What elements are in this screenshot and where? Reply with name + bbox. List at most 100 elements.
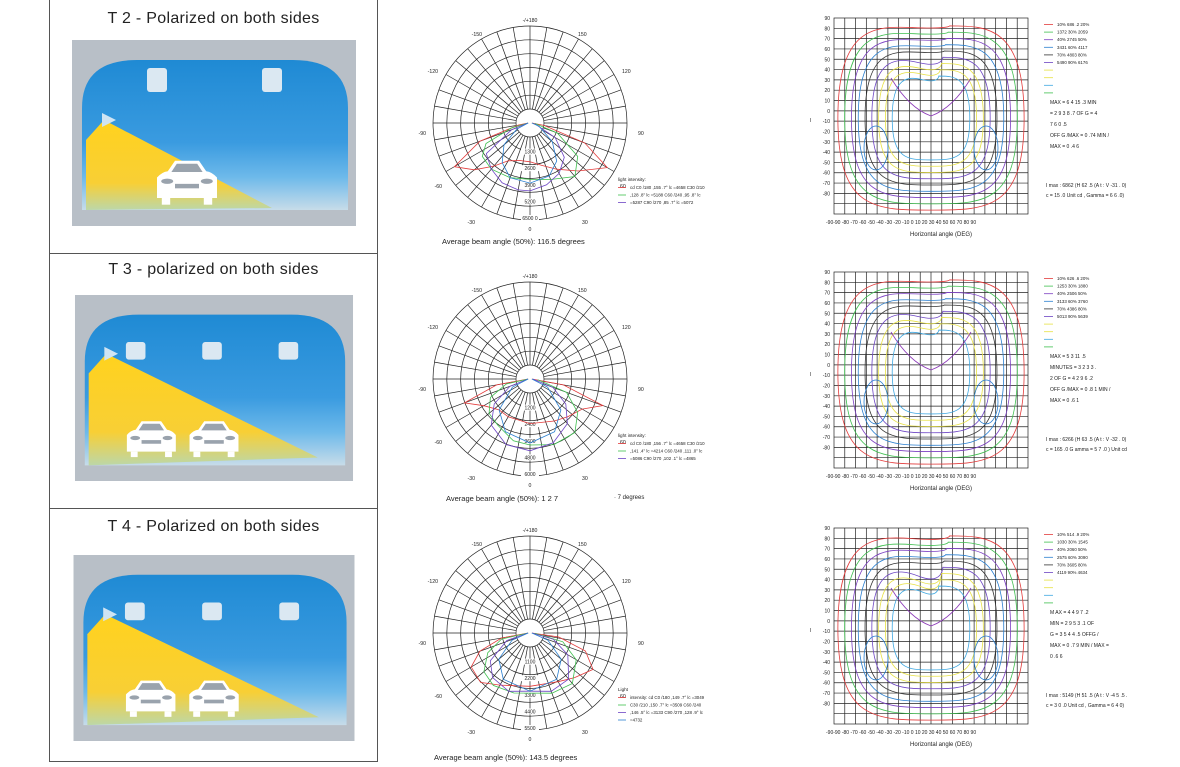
polar-ring-label: 1200 bbox=[524, 406, 535, 412]
polar-legend-entry: =4732 bbox=[630, 718, 643, 723]
polar-spoke bbox=[534, 31, 564, 110]
polar-series-curve bbox=[470, 632, 594, 687]
polar-angle-label: -90 bbox=[419, 641, 427, 647]
iso-imax-line: c = 15 .0 Unit cd , Gamma = 6 6 .0) bbox=[1046, 193, 1124, 199]
row-t2-illustration-cell: T 2 - Polarized on both sides bbox=[50, 0, 377, 254]
iso-stat-line: = 2 9 3 8 .7 OF G = 4 bbox=[1050, 111, 1097, 117]
car-wheel bbox=[193, 451, 201, 458]
car-headlight bbox=[192, 435, 203, 441]
polar-angle-label: -30 bbox=[468, 476, 476, 482]
polar-spoke bbox=[434, 125, 517, 141]
polar-spoke bbox=[543, 105, 626, 121]
car-wheel bbox=[129, 711, 137, 717]
polar-ring-label: 2200 bbox=[524, 676, 535, 682]
ring-label-bg bbox=[521, 725, 539, 731]
iso-ytick-label: 20 bbox=[824, 342, 830, 348]
iso-ytick-label: 70 bbox=[824, 291, 830, 297]
iso-contour-inner bbox=[890, 331, 972, 371]
iso-contour bbox=[844, 541, 1018, 715]
illustration-column: T 2 - Polarized on both sides T 3 - pola… bbox=[49, 0, 378, 762]
iso-contour bbox=[878, 63, 984, 173]
car-headlight bbox=[130, 435, 141, 441]
iso-contour-inner bbox=[890, 587, 972, 627]
iso-legend-entry: 10% 514 .9 20% bbox=[1057, 532, 1089, 537]
polar-series-curve bbox=[485, 122, 565, 192]
polar-spoke bbox=[481, 390, 524, 464]
iso-ytick-label: -80 bbox=[823, 191, 830, 197]
iso-imax-line: I max : 5149 (H 51 .5 (A t : V -4 5 .5 . bbox=[1046, 693, 1127, 699]
polar-ring-label: 6500 0 bbox=[522, 216, 538, 222]
iso-legend-entry: 1372 30% 2059 bbox=[1057, 30, 1088, 35]
polar-spoke bbox=[543, 599, 622, 629]
car-windshield bbox=[201, 683, 227, 690]
polar-spoke bbox=[445, 129, 519, 172]
polar-spoke bbox=[512, 283, 528, 366]
polar-spoke bbox=[438, 637, 517, 667]
polar-legend-entry: ,141 .4° lc =4214 C60 /240 ,111 .0° lc bbox=[630, 449, 703, 454]
polar-legend-heading: light intensity: bbox=[618, 433, 646, 438]
car-headlight bbox=[162, 695, 172, 700]
iso-legend-entry: 40% 2506 50% bbox=[1057, 291, 1087, 296]
iso-stat-line: MIN = 2 9 5 3 .1 OF bbox=[1050, 621, 1094, 627]
polar-spoke bbox=[538, 133, 593, 198]
iso-xaxis-label: Horizontal angle (DEG) bbox=[910, 486, 972, 492]
iso-ytick-label: -20 bbox=[823, 639, 830, 645]
polar-legend-entry: cd C0 /180 ,156 .7° lc =4658 C30 /210 bbox=[630, 441, 705, 446]
polar-angle-label: -150 bbox=[472, 32, 482, 38]
car-body bbox=[157, 160, 217, 198]
iso-contour bbox=[891, 329, 971, 415]
polar-angle-label: 90 bbox=[638, 131, 644, 137]
polar-spoke bbox=[536, 548, 579, 622]
iso-contour bbox=[864, 560, 998, 696]
row-t3-illustration-cell: T 3 - polarized on both sides bbox=[50, 254, 377, 509]
iso-ytick-label: 80 bbox=[824, 536, 830, 542]
iso-ytick-label: 50 bbox=[824, 567, 830, 573]
polar-spoke bbox=[543, 89, 622, 119]
vehicles bbox=[157, 160, 217, 205]
polar-panel-t2: -/+180 150 120 90 60 30 0 -30 -60 -90 -120 -150 1300… bbox=[408, 8, 718, 248]
iso-legend-entry: 10% 686 .2 20% bbox=[1057, 22, 1089, 27]
iso-legend-entry: 2575 60% 3090 bbox=[1057, 555, 1088, 560]
iso-legend-entry: 1253 30% 1880 bbox=[1057, 284, 1088, 289]
car-grille bbox=[204, 440, 224, 444]
iso-ytick-label: -40 bbox=[823, 660, 830, 666]
polar-angle-label: 150 bbox=[578, 288, 587, 294]
polar-spoke bbox=[455, 131, 520, 186]
iso-hotspot bbox=[863, 379, 889, 425]
iso-ytick-label: 70 bbox=[824, 37, 830, 43]
iso-ytick-label: -50 bbox=[823, 414, 830, 420]
car-windshield bbox=[171, 163, 203, 172]
iso-stat-line: MAX = 5 3 11 .5 bbox=[1050, 354, 1086, 360]
polar-spoke bbox=[434, 361, 517, 377]
beam-angle-caption: Average beam angle (50%): 1 2 7 bbox=[446, 494, 559, 503]
polar-spoke bbox=[467, 304, 522, 369]
iso-contour bbox=[891, 585, 971, 671]
polar-spoke bbox=[438, 345, 517, 375]
polar-angle-label: 60 bbox=[620, 440, 626, 446]
polar-angle-label: 60 bbox=[620, 184, 626, 190]
iso-ytick-label: 60 bbox=[824, 301, 830, 307]
row-title: T 2 - Polarized on both sides bbox=[107, 10, 320, 27]
iso-ytick-label: -20 bbox=[823, 129, 830, 135]
polar-legend-entry: =5086 C90 /270 ,102 .1° lc =4865 bbox=[630, 456, 696, 461]
polar-angle-label: 90 bbox=[638, 387, 644, 393]
polar-diagram: -/+180 150 120 90 60 30 0 -30 -60 -90 -120 -150 1300… bbox=[419, 18, 706, 233]
car-headlight bbox=[129, 695, 140, 700]
iso-stat-line: MAX = 0 .4 6 bbox=[1050, 144, 1079, 150]
iso-ytick-label: -50 bbox=[823, 160, 830, 166]
iso-contour bbox=[878, 317, 984, 427]
car-grille bbox=[141, 440, 162, 444]
iso-legend-entry: 5490 90% 6176 bbox=[1057, 60, 1088, 65]
polar-spoke bbox=[538, 304, 593, 369]
car-wheel bbox=[227, 711, 235, 717]
iso-ytick-label: 50 bbox=[824, 57, 830, 63]
polar-spoke bbox=[434, 105, 517, 121]
isocandela-chart: 90 80 70 60 50 40 30 20 10 0 -10 -20 -30 -40 -50 -60 -70… bbox=[810, 526, 1127, 748]
polar-grid bbox=[432, 281, 628, 477]
polar-angle-label: -60 bbox=[435, 694, 443, 700]
polar-inner-ring bbox=[515, 108, 545, 138]
ceiling-fixture bbox=[262, 68, 282, 92]
polar-spoke bbox=[540, 570, 605, 625]
polar-spoke bbox=[438, 383, 517, 413]
car-wheel bbox=[227, 451, 235, 458]
